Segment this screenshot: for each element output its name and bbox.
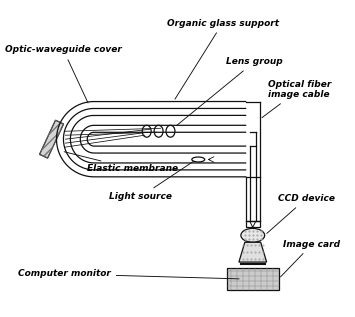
Ellipse shape bbox=[241, 228, 265, 242]
Ellipse shape bbox=[192, 157, 205, 162]
Text: Elastic membrane: Elastic membrane bbox=[64, 152, 178, 173]
Text: Optic-waveguide cover: Optic-waveguide cover bbox=[5, 45, 122, 103]
Polygon shape bbox=[39, 120, 64, 158]
Bar bbox=[227, 268, 279, 290]
Text: Light source: Light source bbox=[109, 161, 194, 201]
Polygon shape bbox=[239, 242, 267, 262]
Text: Computer monitor: Computer monitor bbox=[18, 269, 239, 279]
Text: Image card: Image card bbox=[280, 240, 340, 277]
Ellipse shape bbox=[142, 125, 151, 137]
Ellipse shape bbox=[154, 125, 163, 137]
Ellipse shape bbox=[166, 125, 175, 137]
Text: CCD device: CCD device bbox=[267, 194, 334, 234]
Bar bbox=[246, 222, 260, 227]
Text: Organic glass support: Organic glass support bbox=[166, 19, 279, 99]
Text: Lens group: Lens group bbox=[176, 57, 283, 126]
Text: Optical fiber
image cable: Optical fiber image cable bbox=[262, 80, 331, 118]
